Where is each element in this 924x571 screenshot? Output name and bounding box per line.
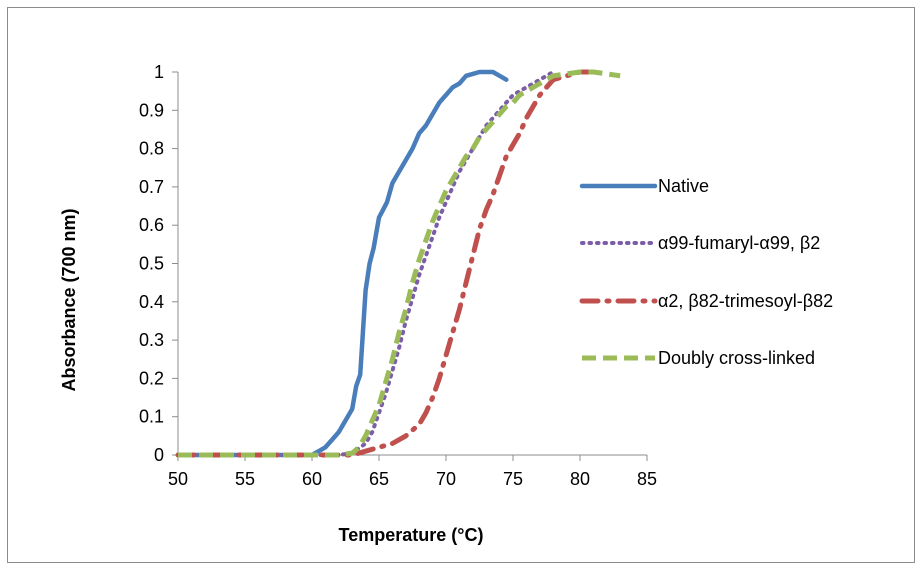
legend-label-2: α99-fumaryl-α99, β2 xyxy=(658,233,820,253)
y-tick-label: 0 xyxy=(154,445,164,465)
x-tick-label: 75 xyxy=(503,469,523,489)
x-tick-label: 80 xyxy=(570,469,590,489)
y-tick-label: 0.4 xyxy=(139,292,164,312)
y-tick-label: 0.5 xyxy=(139,254,164,274)
legend-label-4: Doubly cross-linked xyxy=(658,348,815,368)
y-tick-label: 0.2 xyxy=(139,368,164,388)
legend: Native α99-fumaryl-α99, β2 α2, β82-trimeso… xyxy=(579,176,833,368)
x-axis-title: Temperature (°C) xyxy=(339,525,484,545)
legend-label-1: Native xyxy=(658,176,709,196)
series-line-1 xyxy=(175,69,509,458)
x-tick-label: 55 xyxy=(235,469,255,489)
y-tick-label: 0.3 xyxy=(139,330,164,350)
chart-frame xyxy=(7,7,915,563)
x-tick-label: 60 xyxy=(302,469,322,489)
y-tick-label: 0.9 xyxy=(139,100,164,120)
x-tick-label: 50 xyxy=(168,469,188,489)
series-line-3 xyxy=(175,69,596,458)
x-tick-label: 65 xyxy=(369,469,389,489)
y-tick-label: 0.1 xyxy=(139,407,164,427)
x-tick-label: 70 xyxy=(436,469,456,489)
y-tick-label: 0.7 xyxy=(139,177,164,197)
series-line-2 xyxy=(176,70,556,457)
legend-label-3: α2, β82-trimesoyl-β82 xyxy=(658,291,833,311)
series-line-4 xyxy=(178,69,621,458)
axes: 0 0.1 0.2 0.3 0.4 0.5 0.6 0.7 0.8 0.9 1 50 55 60 65 70 7… xyxy=(139,62,657,489)
x-tick-label: 85 xyxy=(637,469,657,489)
y-tick-label: 0.8 xyxy=(139,139,164,159)
y-tick-label: 1 xyxy=(154,62,164,82)
y-tick-label: 0.6 xyxy=(139,215,164,235)
series-layer xyxy=(175,69,621,458)
y-axis-title: Absorbance (700 nm) xyxy=(59,208,79,391)
